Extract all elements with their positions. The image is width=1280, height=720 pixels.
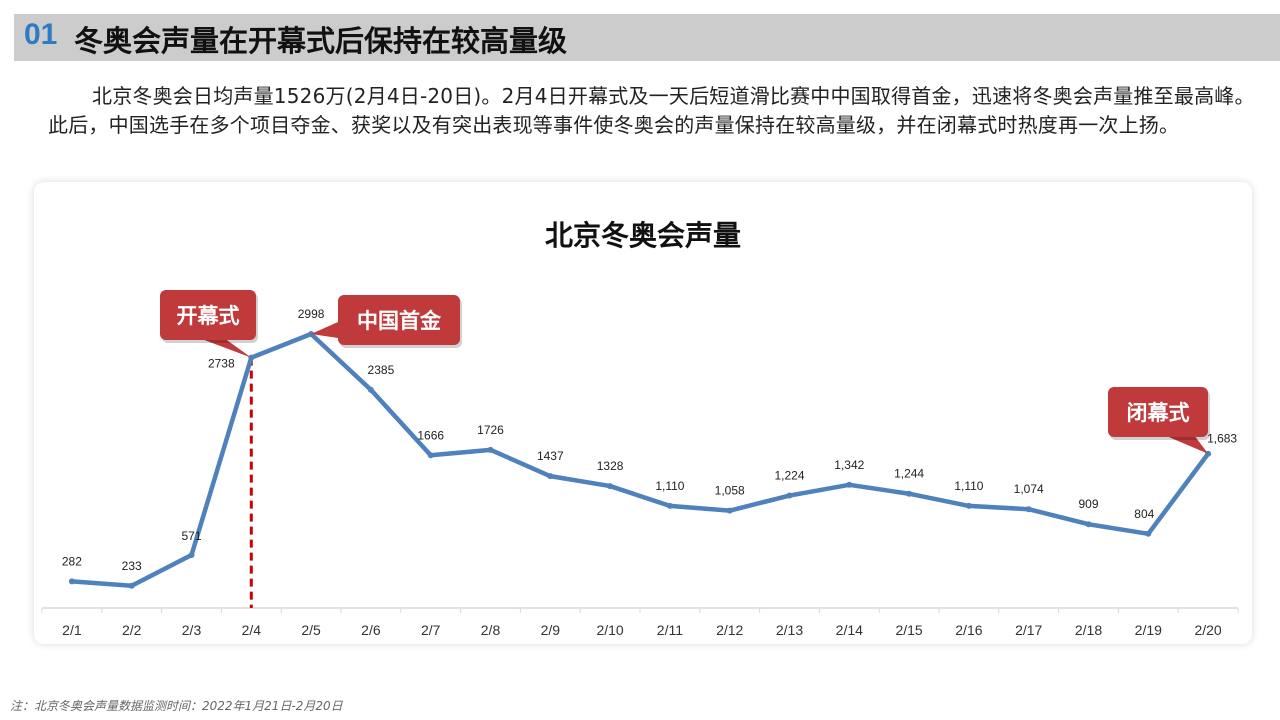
data-label: 1,342 [834,458,864,472]
callout-闭幕式: 闭幕式 [1108,387,1210,454]
data-label: 1,110 [954,479,983,493]
data-label: 1,074 [1014,482,1044,496]
callout-中国首金: 中国首金 [311,295,462,348]
data-label: 1328 [597,459,624,473]
data-label: 2738 [208,357,235,371]
data-label: 2998 [298,307,325,321]
x-tick-label: 2/20 [1194,622,1221,638]
x-tick-label: 2/5 [301,622,321,638]
x-tick-label: 2/10 [596,622,623,638]
data-label: 804 [1134,507,1154,521]
data-point [726,507,733,514]
x-tick-label: 2/6 [361,622,381,638]
data-point [547,473,554,480]
data-point [786,492,793,499]
callout-开幕式: 开幕式 [160,290,258,358]
data-point [846,481,853,488]
svg-text:闭幕式: 闭幕式 [1127,401,1190,425]
section-title: 冬奥会声量在开幕式后保持在较高量级 [74,24,568,58]
series-line [71,331,1210,589]
section-title-bar: 01 冬奥会声量在开幕式后保持在较高量级 [14,14,1280,61]
data-label: 1,058 [715,484,745,498]
data-point [427,452,434,459]
x-tick-label: 2/2 [122,622,142,638]
x-tick-label: 2/16 [955,622,982,638]
data-point [965,502,972,509]
x-tick-label: 2/9 [541,622,561,638]
data-label: 1666 [417,428,444,442]
data-label: 1,683 [1207,432,1237,446]
x-tick-label: 2/4 [242,622,262,638]
data-point [1085,521,1092,528]
data-label: 1726 [477,423,504,437]
x-tick-label: 2/17 [1015,622,1042,638]
data-label: 282 [62,554,82,568]
x-tick-label: 2/13 [776,622,803,638]
x-tick-label: 2/14 [836,622,863,638]
chart-card: 北京冬奥会声量 2/1 2/2 2/3 2/4 2/5 2/6 2/7 2/8 2/9 2/10 2/… [34,182,1252,644]
svg-text:开幕式: 开幕式 [177,304,240,328]
data-point [487,446,494,453]
svg-text:中国首金: 中国首金 [357,309,442,333]
data-label: 1,224 [774,469,804,483]
data-label: 2385 [368,363,395,377]
x-tick-label: 2/7 [421,622,441,638]
data-label: 233 [122,559,142,573]
x-tick-label: 2/12 [716,622,743,638]
data-label: 1,244 [894,467,924,481]
data-label: 1,110 [655,479,684,493]
data-point [666,502,673,509]
x-tick-label: 2/15 [895,622,922,638]
data-point [906,490,913,497]
data-point [128,582,135,589]
data-point [1025,506,1032,513]
line-chart: 北京冬奥会声量 2/1 2/2 2/3 2/4 2/5 2/6 2/7 2/8 2/9 2/10 2/… [41,219,1239,638]
data-label: 909 [1078,497,1098,511]
data-label: 571 [181,529,201,543]
x-tick-label: 2/18 [1075,622,1102,638]
data-point [1145,530,1152,537]
x-tick-label: 2/3 [182,622,202,638]
data-point [607,483,614,490]
data-label: 1437 [537,449,564,463]
summary-paragraph: 北京冬奥会日均声量1526万(2月4日-20日)。2月4日开幕式及一天后短道滑比… [48,84,1255,137]
x-tick-label: 2/8 [481,622,501,638]
x-tick-label: 2/19 [1135,622,1162,638]
section-number: 01 [24,18,58,51]
x-tick-label: 2/11 [657,622,683,638]
data-point [367,386,374,393]
data-point [68,578,75,585]
footnote: 注：北京冬奥会声量数据监测时间：2022年1月21日-2月20日 [10,699,343,713]
data-point [188,552,195,559]
x-tick-label: 2/1 [62,622,82,638]
chart-title: 北京冬奥会声量 [545,219,741,251]
